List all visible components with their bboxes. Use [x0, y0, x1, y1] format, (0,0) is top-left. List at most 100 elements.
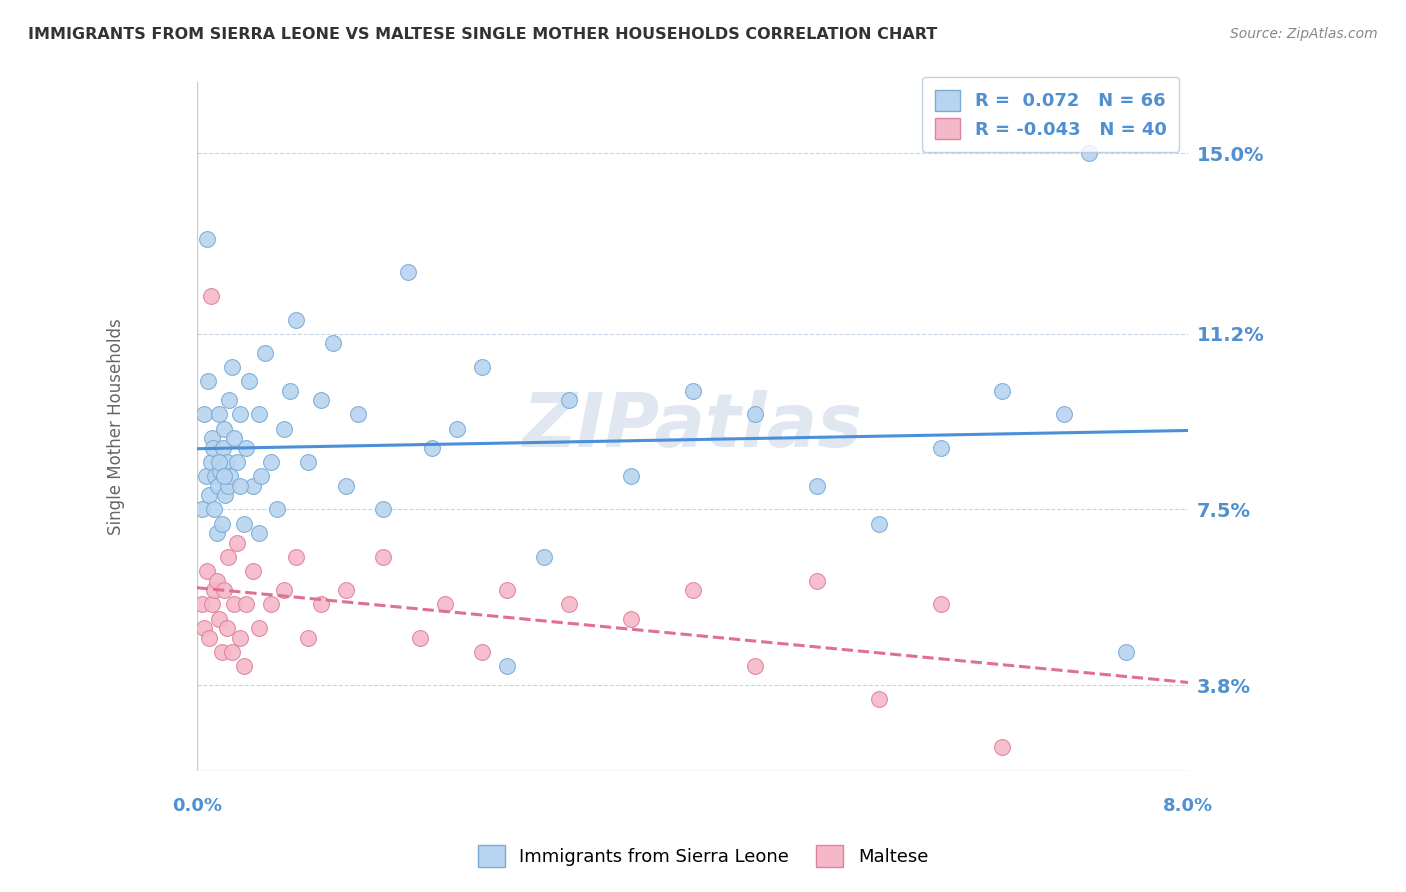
Legend: R =  0.072   N = 66, R = -0.043   N = 40: R = 0.072 N = 66, R = -0.043 N = 40 — [922, 78, 1180, 152]
Point — [208, 455, 231, 469]
Point — [557, 598, 579, 612]
Point — [260, 455, 283, 469]
Point — [744, 408, 766, 422]
Point — [446, 422, 468, 436]
Point — [242, 564, 264, 578]
Point — [225, 535, 247, 549]
Point — [193, 621, 215, 635]
Point — [201, 441, 224, 455]
Point — [335, 583, 357, 598]
Point — [207, 478, 229, 492]
Point — [266, 502, 288, 516]
Point — [682, 583, 704, 598]
Point — [868, 516, 890, 531]
Point — [194, 469, 217, 483]
Text: IMMIGRANTS FROM SIERRA LEONE VS MALTESE SINGLE MOTHER HOUSEHOLDS CORRELATION CHA: IMMIGRANTS FROM SIERRA LEONE VS MALTESE … — [28, 27, 938, 42]
Point — [396, 265, 419, 279]
Point — [229, 478, 252, 492]
Point — [273, 422, 295, 436]
Point — [221, 645, 243, 659]
Point — [233, 516, 256, 531]
Point — [208, 611, 231, 625]
Text: ZIPatlas: ZIPatlas — [523, 390, 863, 463]
Point — [471, 359, 494, 374]
Point — [212, 583, 235, 598]
Point — [197, 374, 219, 388]
Point — [991, 739, 1014, 754]
Point — [297, 631, 319, 645]
Point — [247, 621, 270, 635]
Point — [215, 621, 238, 635]
Point — [198, 631, 221, 645]
Point — [217, 549, 239, 564]
Point — [309, 598, 332, 612]
Point — [202, 502, 225, 516]
Point — [200, 289, 222, 303]
Point — [285, 549, 308, 564]
Point — [209, 465, 232, 479]
Point — [211, 516, 233, 531]
Point — [1115, 645, 1137, 659]
Point — [471, 645, 494, 659]
Point — [233, 659, 256, 673]
Text: Single Mother Households: Single Mother Households — [107, 318, 125, 534]
Point — [191, 598, 214, 612]
Point — [422, 441, 444, 455]
Point — [222, 598, 245, 612]
Point — [929, 441, 952, 455]
Point — [868, 692, 890, 706]
Point — [409, 631, 432, 645]
Point — [212, 469, 235, 483]
Point — [682, 384, 704, 398]
Point — [620, 469, 643, 483]
Point — [1078, 146, 1101, 161]
Point — [212, 422, 235, 436]
Point — [219, 469, 242, 483]
Point — [1053, 408, 1076, 422]
Text: 0.0%: 0.0% — [172, 797, 222, 814]
Point — [193, 408, 215, 422]
Point — [433, 598, 456, 612]
Point — [217, 478, 239, 492]
Point — [250, 469, 273, 483]
Point — [205, 526, 228, 541]
Point — [212, 441, 235, 455]
Point — [495, 659, 517, 673]
Point — [205, 574, 228, 588]
Point — [254, 345, 277, 359]
Point — [495, 583, 517, 598]
Point — [297, 455, 319, 469]
Text: 8.0%: 8.0% — [1163, 797, 1213, 814]
Point — [806, 574, 828, 588]
Point — [285, 312, 308, 326]
Point — [744, 659, 766, 673]
Point — [201, 431, 224, 445]
Point — [221, 359, 243, 374]
Point — [211, 645, 233, 659]
Point — [806, 478, 828, 492]
Point — [225, 455, 247, 469]
Point — [371, 549, 394, 564]
Point — [242, 478, 264, 492]
Point — [247, 526, 270, 541]
Point — [229, 408, 252, 422]
Point — [620, 611, 643, 625]
Legend: Immigrants from Sierra Leone, Maltese: Immigrants from Sierra Leone, Maltese — [471, 838, 935, 874]
Point — [235, 441, 257, 455]
Point — [229, 631, 252, 645]
Point — [195, 232, 218, 246]
Point — [235, 598, 257, 612]
Point — [533, 549, 555, 564]
Point — [247, 408, 270, 422]
Point — [201, 598, 224, 612]
Point — [309, 393, 332, 408]
Point — [191, 502, 214, 516]
Point — [929, 598, 952, 612]
Point — [238, 374, 260, 388]
Point — [557, 393, 579, 408]
Point — [208, 408, 231, 422]
Point — [371, 502, 394, 516]
Point — [260, 598, 283, 612]
Text: Source: ZipAtlas.com: Source: ZipAtlas.com — [1230, 27, 1378, 41]
Point — [215, 455, 238, 469]
